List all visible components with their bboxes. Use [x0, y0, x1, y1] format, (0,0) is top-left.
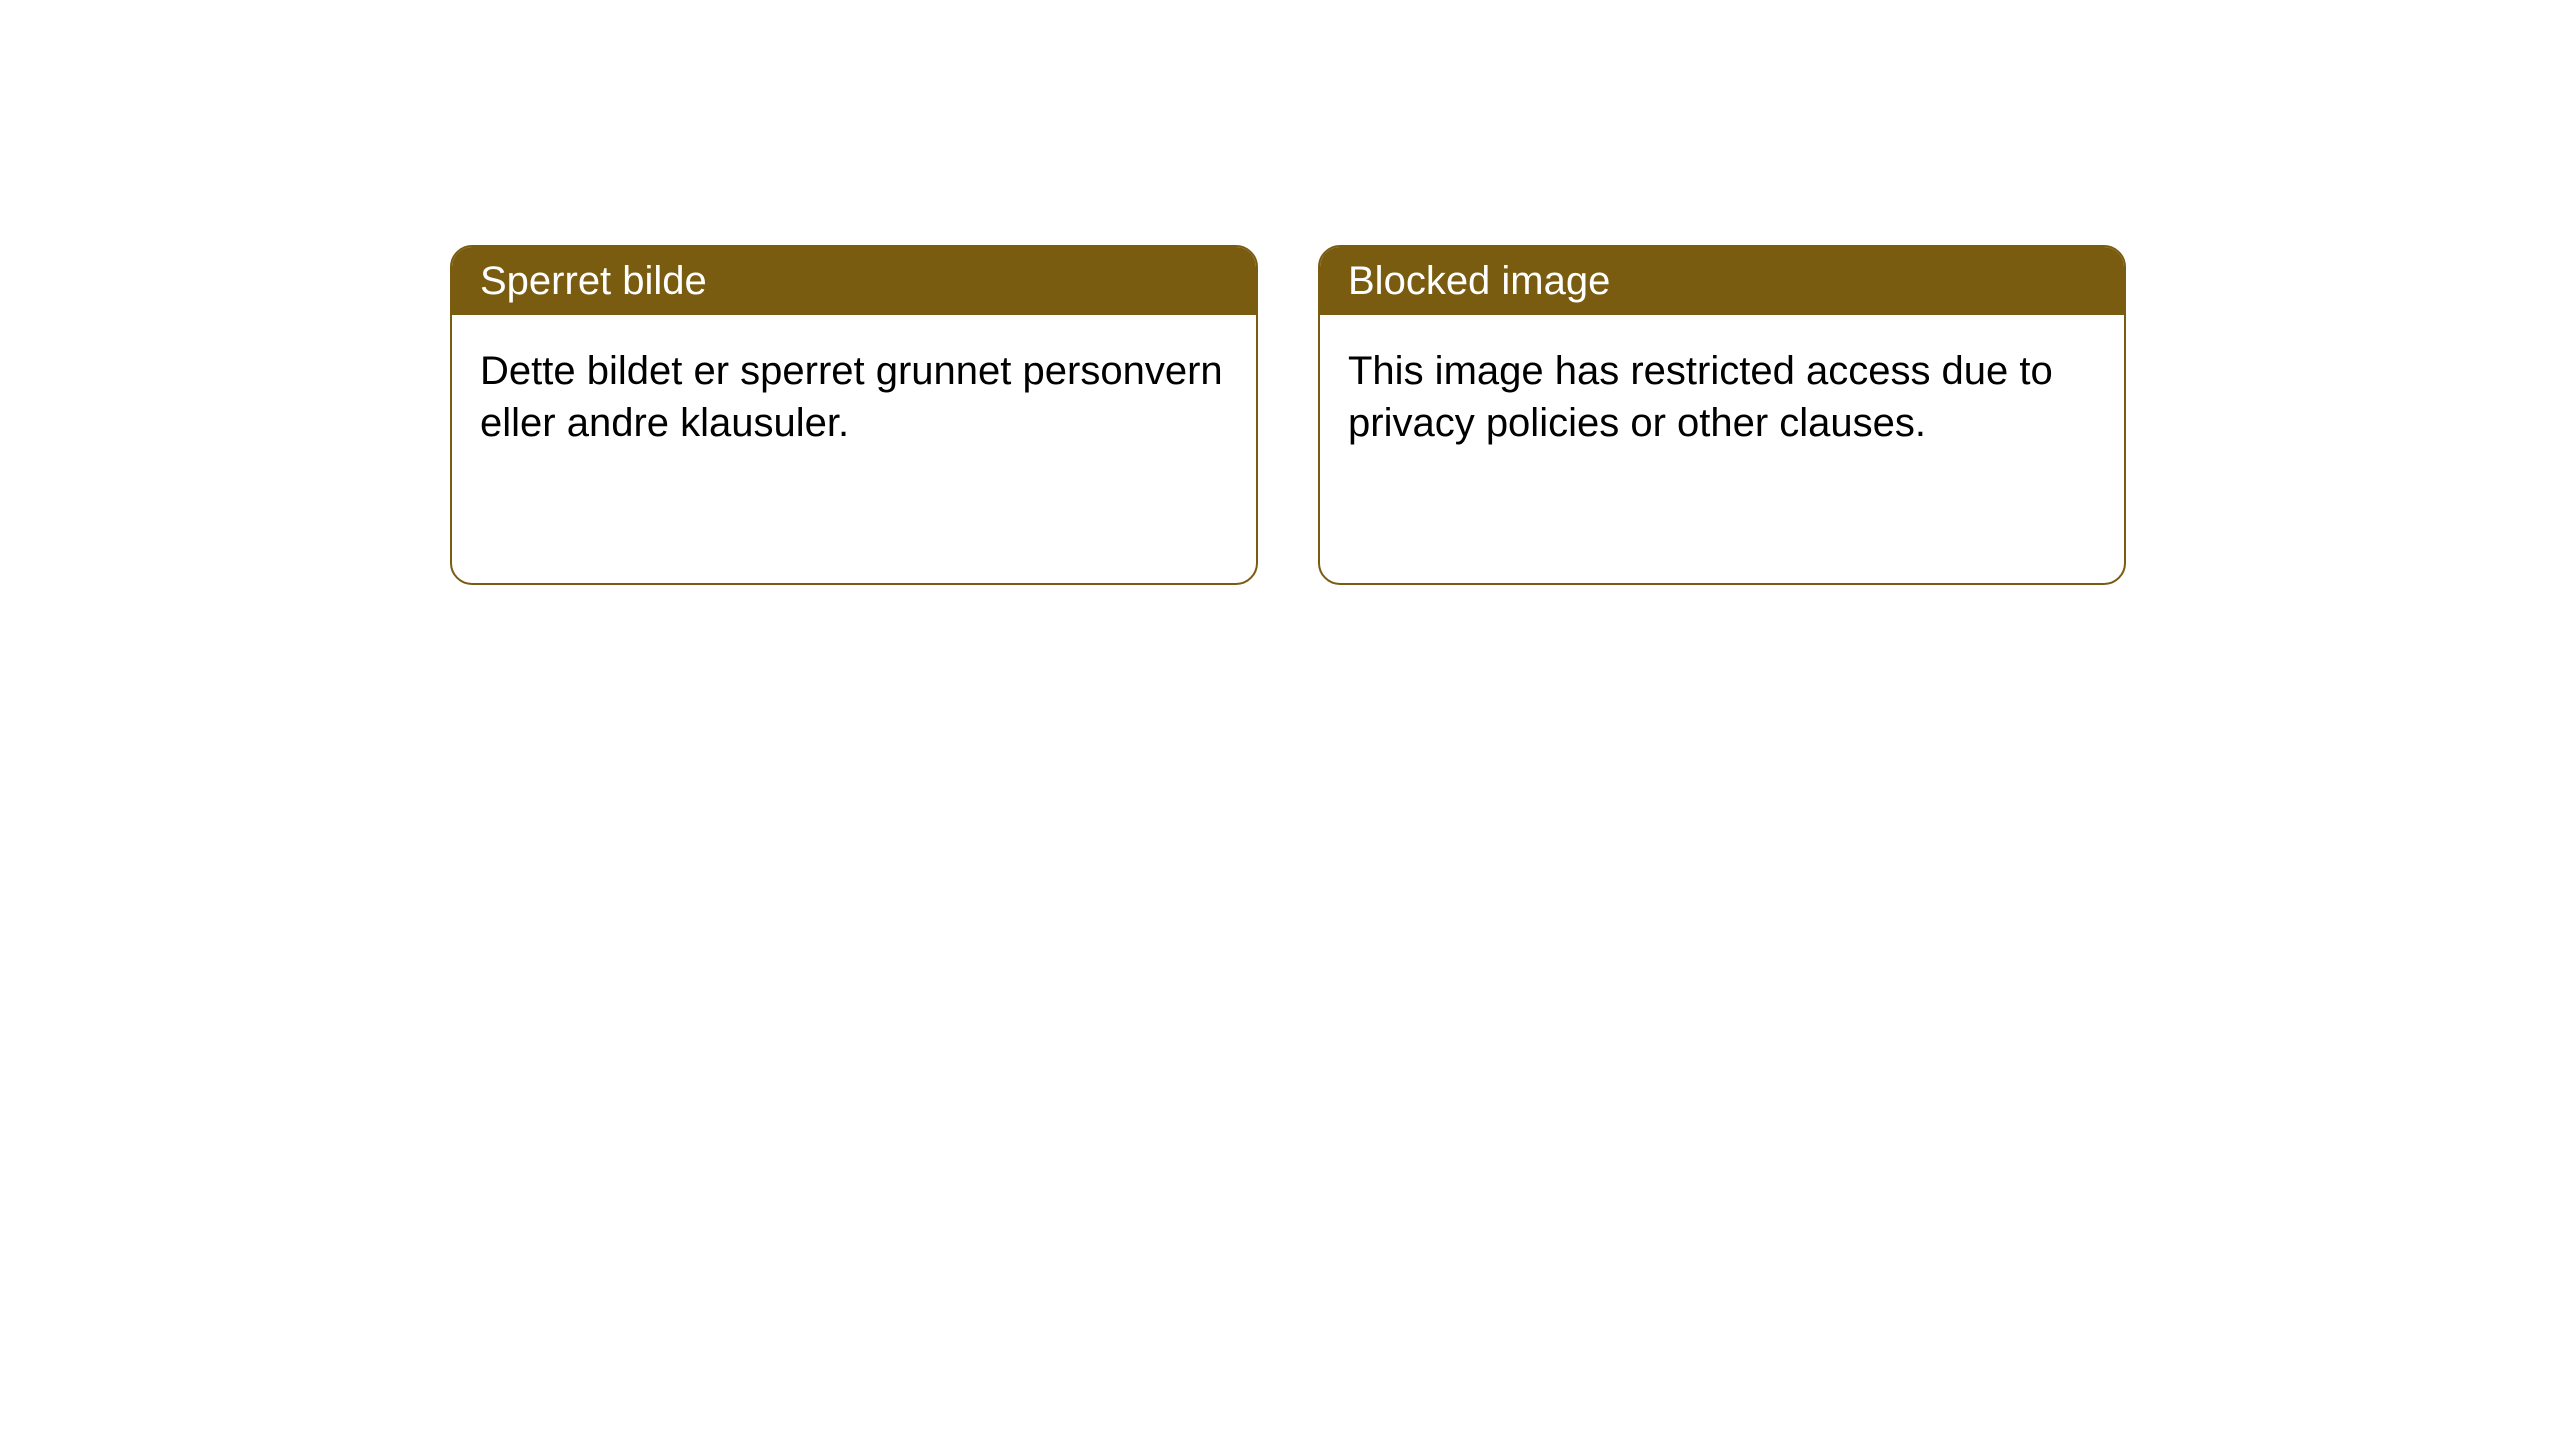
- notice-header-norwegian: Sperret bilde: [452, 247, 1256, 315]
- notice-card-norwegian: Sperret bilde Dette bildet er sperret gr…: [450, 245, 1258, 585]
- notice-card-english: Blocked image This image has restricted …: [1318, 245, 2126, 585]
- notice-body-norwegian: Dette bildet er sperret grunnet personve…: [452, 315, 1256, 479]
- notice-header-english: Blocked image: [1320, 247, 2124, 315]
- notice-container: Sperret bilde Dette bildet er sperret gr…: [0, 0, 2560, 585]
- notice-body-english: This image has restricted access due to …: [1320, 315, 2124, 479]
